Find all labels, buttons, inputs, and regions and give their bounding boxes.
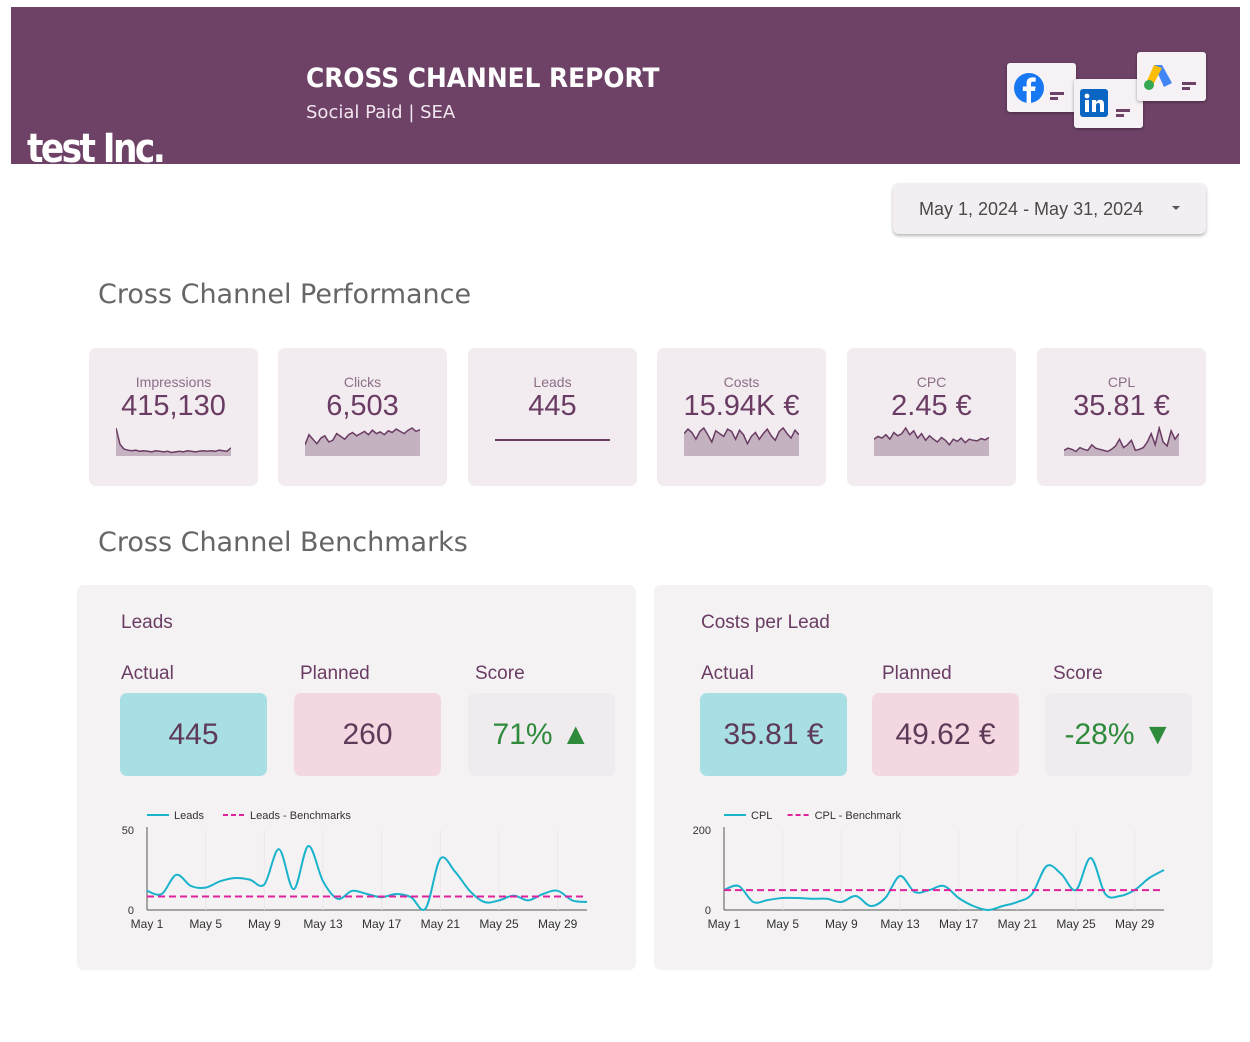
caret-down-icon[interactable] bbox=[1172, 206, 1180, 210]
score-label: Score bbox=[1053, 663, 1103, 684]
x-tick-label: May 25 bbox=[1056, 917, 1096, 931]
sparkline-line bbox=[116, 427, 231, 454]
kpi-card-costs[interactable]: Costs 15.94K € bbox=[657, 348, 826, 486]
sparkline-area bbox=[116, 428, 231, 456]
x-tick-label: May 1 bbox=[708, 917, 741, 931]
x-tick-label: May 25 bbox=[479, 917, 519, 931]
kpi-label: Leads bbox=[533, 374, 572, 390]
kpi-card-leads[interactable]: Leads 445 bbox=[468, 348, 637, 486]
planned-value-box[interactable]: 49.62 € bbox=[872, 693, 1019, 776]
sparkline-line bbox=[874, 426, 989, 447]
kpi-value: 445 bbox=[528, 390, 577, 422]
mini-bars-icon bbox=[1182, 82, 1196, 90]
score-value-box[interactable]: -28% ▼ bbox=[1045, 693, 1192, 776]
company-logo: test Inc. bbox=[27, 126, 166, 164]
report-subtitle: Social Paid | SEA bbox=[306, 102, 456, 123]
x-tick-label: May 29 bbox=[1115, 917, 1155, 931]
benchmark-panel-leads: Leads Actual Planned Score 445 260 71% ▲… bbox=[77, 585, 636, 970]
actual-value-box[interactable]: 35.81 € bbox=[700, 693, 847, 776]
google-ads-chip[interactable] bbox=[1137, 52, 1206, 101]
y-tick-label: 50 bbox=[122, 825, 134, 837]
linkedin-icon bbox=[1080, 89, 1108, 117]
legend-label: CPL bbox=[751, 810, 772, 822]
x-tick-label: May 13 bbox=[303, 917, 343, 931]
kpi-card-cpl[interactable]: CPL 35.81 € bbox=[1037, 348, 1206, 486]
kpi-card-clicks[interactable]: Clicks 6,503 bbox=[278, 348, 447, 486]
planned-value-box[interactable]: 260 bbox=[294, 693, 441, 776]
sparkline bbox=[1064, 426, 1179, 456]
x-tick-label: May 9 bbox=[248, 917, 281, 931]
x-tick-label: May 13 bbox=[880, 917, 920, 931]
legend-label: Leads - Benchmarks bbox=[250, 810, 351, 822]
sparkline bbox=[116, 427, 231, 456]
date-range-label: May 1, 2024 - May 31, 2024 bbox=[919, 199, 1144, 219]
legend-label: CPL - Benchmark bbox=[815, 810, 902, 822]
sparkline-line bbox=[305, 427, 420, 446]
mini-bars-icon bbox=[1116, 109, 1130, 117]
report-title: CROSS CHANNEL REPORT bbox=[306, 63, 660, 94]
x-tick-label: May 9 bbox=[825, 917, 858, 931]
performance-section-title: Cross Channel Performance bbox=[98, 279, 472, 310]
sparkline bbox=[305, 427, 420, 456]
kpi-label: CPL bbox=[1107, 374, 1136, 390]
x-tick-label: May 1 bbox=[131, 917, 164, 931]
planned-label: Planned bbox=[300, 663, 370, 684]
kpi-value: 15.94K € bbox=[683, 390, 800, 422]
actual-series-line[interactable] bbox=[723, 856, 1165, 912]
legend-label: Leads bbox=[174, 810, 204, 822]
x-tick-label: May 29 bbox=[538, 917, 578, 931]
x-tick-label: May 21 bbox=[421, 917, 461, 931]
mini-bars-icon bbox=[1050, 92, 1064, 100]
benchmarks-section-title: Cross Channel Benchmarks bbox=[98, 527, 468, 558]
benchmark-panel-cpl: Costs per Lead Actual Planned Score 35.8… bbox=[654, 585, 1213, 970]
planned-label: Planned bbox=[882, 663, 952, 684]
kpi-value: 415,130 bbox=[121, 390, 226, 422]
x-tick-label: May 17 bbox=[362, 917, 402, 931]
sparkline bbox=[684, 426, 799, 456]
linkedin-chip[interactable] bbox=[1074, 79, 1143, 128]
kpi-label: Costs bbox=[723, 374, 760, 390]
score-value-box[interactable]: 71% ▲ bbox=[468, 693, 615, 776]
sparkline bbox=[495, 439, 610, 441]
actual-label: Actual bbox=[701, 663, 754, 684]
x-tick-label: May 17 bbox=[939, 917, 979, 931]
facebook-icon bbox=[1014, 73, 1044, 103]
sparkline-area bbox=[305, 428, 420, 456]
y-tick-label: 0 bbox=[128, 905, 134, 917]
facebook-chip[interactable] bbox=[1007, 63, 1076, 112]
kpi-card-cpc[interactable]: CPC 2.45 € bbox=[847, 348, 1016, 486]
sparkline-area bbox=[1064, 428, 1179, 456]
x-tick-label: May 5 bbox=[189, 917, 222, 931]
x-tick-label: May 5 bbox=[766, 917, 799, 931]
sparkline-line bbox=[684, 426, 799, 446]
y-tick-label: 200 bbox=[693, 825, 711, 837]
actual-series-line[interactable] bbox=[146, 844, 588, 911]
actual-value-box[interactable]: 445 bbox=[120, 693, 267, 776]
kpi-value: 35.81 € bbox=[1073, 390, 1170, 422]
x-tick-label: May 21 bbox=[998, 917, 1038, 931]
sparkline bbox=[874, 426, 989, 456]
panel-title: Leads bbox=[121, 612, 173, 633]
kpi-value: 6,503 bbox=[326, 390, 399, 422]
actual-label: Actual bbox=[121, 663, 174, 684]
panel-title: Costs per Lead bbox=[701, 612, 830, 633]
kpi-label: Clicks bbox=[343, 374, 382, 390]
y-tick-label: 0 bbox=[705, 905, 711, 917]
sparkline-area bbox=[874, 428, 989, 456]
date-range-picker[interactable]: May 1, 2024 - May 31, 2024 bbox=[893, 183, 1206, 234]
kpi-label: CPC bbox=[916, 374, 947, 390]
kpi-card-impressions[interactable]: Impressions 415,130 bbox=[89, 348, 258, 486]
kpi-value: 2.45 € bbox=[891, 390, 972, 422]
report-header: test Inc. CROSS CHANNEL REPORT Social Pa… bbox=[11, 7, 1240, 164]
sparkline-line bbox=[1064, 426, 1179, 453]
kpi-label: Impressions bbox=[135, 374, 212, 390]
google-ads-icon bbox=[1144, 65, 1172, 90]
score-label: Score bbox=[475, 663, 525, 684]
